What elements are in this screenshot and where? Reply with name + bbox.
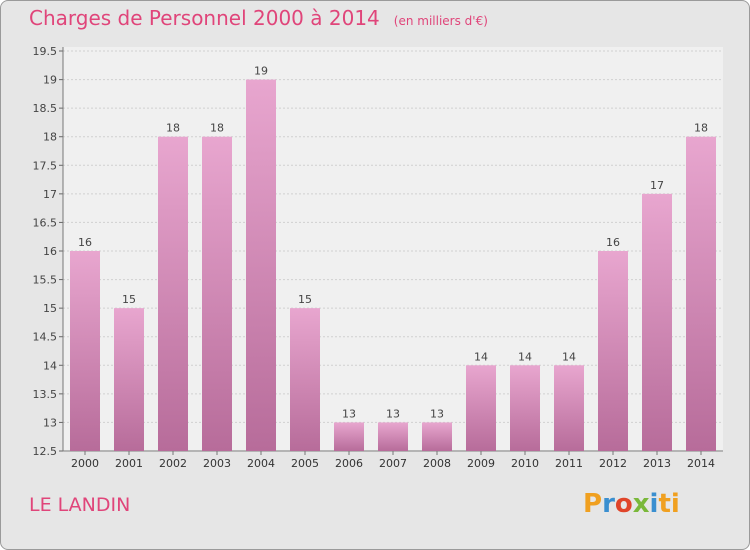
- data-label: 14: [518, 350, 532, 363]
- chart-subtitle: (en milliers d'€): [393, 14, 488, 28]
- x-tick-label: 2005: [291, 457, 319, 470]
- x-tick-label: 2014: [687, 457, 715, 470]
- data-label: 16: [606, 236, 620, 249]
- y-tick-label: 16.5: [33, 216, 58, 229]
- bar: [378, 422, 408, 451]
- data-label: 13: [430, 407, 444, 420]
- logo-letter: P: [583, 489, 603, 519]
- bar: [422, 422, 452, 451]
- y-tick-label: 14: [43, 359, 57, 372]
- x-tick-label: 2003: [203, 457, 231, 470]
- x-tick-label: 2010: [511, 457, 539, 470]
- logo-letter: r: [602, 489, 615, 519]
- data-label: 19: [254, 65, 268, 78]
- proxiti-logo: Proxiti: [583, 489, 680, 519]
- title-text: Charges de Personnel 2000 à 2014: [29, 6, 380, 30]
- data-label: 15: [298, 293, 312, 306]
- x-tick-label: 2008: [423, 457, 451, 470]
- data-label: 13: [386, 407, 400, 420]
- data-label: 14: [474, 350, 488, 363]
- y-tick-label: 17: [43, 188, 57, 201]
- bar: [246, 79, 276, 452]
- y-tick-label: 13: [43, 416, 57, 429]
- x-tick-label: 2006: [335, 457, 363, 470]
- x-tick-label: 2001: [115, 457, 143, 470]
- data-label: 18: [166, 122, 180, 135]
- y-tick-label: 19: [43, 74, 57, 87]
- bar: [466, 365, 496, 451]
- bar: [290, 308, 320, 451]
- x-tick-label: 2007: [379, 457, 407, 470]
- y-tick-label: 16: [43, 245, 57, 258]
- x-tick-label: 2011: [555, 457, 583, 470]
- bar: [510, 365, 540, 451]
- x-tick-label: 2012: [599, 457, 627, 470]
- bar: [554, 365, 584, 451]
- y-tick-label: 15: [43, 302, 57, 315]
- bar: [598, 251, 628, 451]
- bar: [686, 136, 716, 451]
- logo-letter: i: [649, 489, 659, 519]
- x-tick-label: 2000: [71, 457, 99, 470]
- data-label: 16: [78, 236, 92, 249]
- commune-name: LE LANDIN: [29, 494, 131, 516]
- data-label: 18: [694, 122, 708, 135]
- chart-title: Charges de Personnel 2000 à 2014 (en mill…: [29, 6, 488, 30]
- bar: [334, 422, 364, 451]
- data-label: 18: [210, 122, 224, 135]
- y-tick-label: 15.5: [33, 274, 58, 287]
- data-label: 13: [342, 407, 356, 420]
- x-tick-label: 2009: [467, 457, 495, 470]
- data-label: 15: [122, 293, 136, 306]
- x-tick-label: 2013: [643, 457, 671, 470]
- y-tick-label: 18.5: [33, 102, 58, 115]
- y-tick-label: 12.5: [33, 445, 58, 458]
- data-label: 14: [562, 350, 576, 363]
- x-tick-label: 2002: [159, 457, 187, 470]
- y-tick-label: 13.5: [33, 388, 58, 401]
- data-label: 17: [650, 179, 664, 192]
- bar: [158, 136, 188, 451]
- bar: [202, 136, 232, 451]
- y-tick-label: 19.5: [33, 45, 58, 58]
- y-tick-label: 17.5: [33, 159, 58, 172]
- bar: [70, 251, 100, 451]
- bar: [642, 193, 672, 451]
- bar: [114, 308, 144, 451]
- logo-letter: ti: [658, 489, 680, 519]
- logo-letter: o: [614, 489, 633, 519]
- logo-letter: x: [632, 489, 650, 519]
- x-tick-label: 2004: [247, 457, 275, 470]
- y-tick-label: 14.5: [33, 331, 58, 344]
- y-tick-label: 18: [43, 131, 57, 144]
